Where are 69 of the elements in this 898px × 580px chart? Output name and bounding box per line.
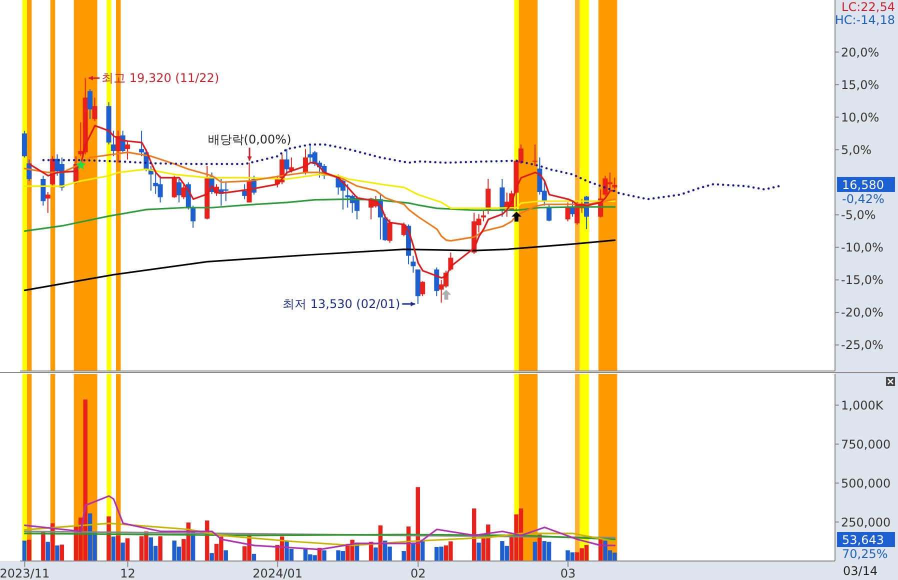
y-tick-label: 250,000	[841, 515, 891, 530]
bar	[402, 551, 406, 561]
x-tick-label: 02	[410, 566, 426, 580]
bar	[60, 544, 64, 561]
annotation: HC:-14,18	[834, 13, 895, 27]
annotation: 최저 13,530 (02/01)	[282, 296, 400, 311]
candlestick	[387, 218, 392, 244]
y-tick-label: -20,0%	[841, 306, 884, 320]
y-tick-label: 1,000K	[841, 398, 884, 412]
y-tick-label: 5,0%	[841, 142, 872, 157]
y-tick-label: -25,0%	[841, 338, 884, 352]
candlestick	[434, 267, 440, 297]
annotation: 배당락(0,00%)	[208, 132, 292, 147]
candlestick	[500, 178, 505, 218]
y-tick-label: 750,000	[841, 437, 891, 452]
bar	[116, 535, 120, 561]
bar	[125, 538, 130, 561]
y-tick-label: 500,000	[841, 476, 891, 490]
x-tick-label: 2024/01	[252, 566, 303, 580]
candlestick	[124, 140, 130, 160]
bar	[111, 536, 116, 561]
candlestick	[40, 175, 46, 206]
bar	[46, 542, 50, 561]
candlestick	[45, 192, 50, 214]
candlestick	[532, 144, 538, 166]
bar	[224, 550, 228, 561]
y-tick-label: -15,0%	[841, 273, 884, 288]
bar	[322, 550, 326, 561]
bar	[27, 540, 32, 561]
bar	[22, 540, 27, 561]
y-tick-label: 15,0%	[841, 78, 880, 92]
text: 53,643	[842, 533, 884, 547]
line-series	[24, 495, 616, 550]
candlestick	[88, 88, 93, 120]
x-tick-label: 2023/11	[0, 566, 50, 580]
y-tick-label: 20,0%	[841, 45, 880, 60]
y-tick-label: -10,0%	[841, 240, 884, 255]
bar	[158, 536, 162, 561]
bar	[148, 537, 154, 561]
text: 03/14	[843, 564, 878, 578]
y-tick-label: -5,0%	[841, 208, 876, 222]
bar	[411, 542, 416, 561]
bar	[55, 545, 60, 561]
text: LC:22,54	[842, 0, 895, 14]
x-tick-label: 12	[120, 566, 136, 580]
bar	[374, 547, 378, 561]
candlestick	[181, 184, 186, 200]
candlestick	[92, 97, 98, 122]
x-tick-label: 03	[560, 566, 576, 580]
bar	[546, 542, 552, 561]
bar	[41, 531, 46, 561]
bar	[476, 542, 481, 561]
text: -0,42%	[842, 192, 884, 206]
text: 70,25%	[842, 547, 888, 561]
line-series	[24, 152, 616, 242]
candlestick	[546, 204, 552, 222]
line-series	[24, 198, 616, 232]
line-series	[24, 239, 616, 292]
candlestick	[420, 280, 426, 297]
line-series	[24, 522, 616, 546]
candlestick	[284, 148, 290, 176]
bar	[532, 542, 538, 561]
candlestick	[242, 184, 248, 200]
candlestick	[176, 178, 182, 203]
bar	[210, 553, 214, 561]
text: 16,580	[842, 178, 884, 192]
bar	[120, 542, 125, 561]
y-tick-label: 10,0%	[841, 110, 880, 124]
candlestick	[22, 130, 27, 158]
